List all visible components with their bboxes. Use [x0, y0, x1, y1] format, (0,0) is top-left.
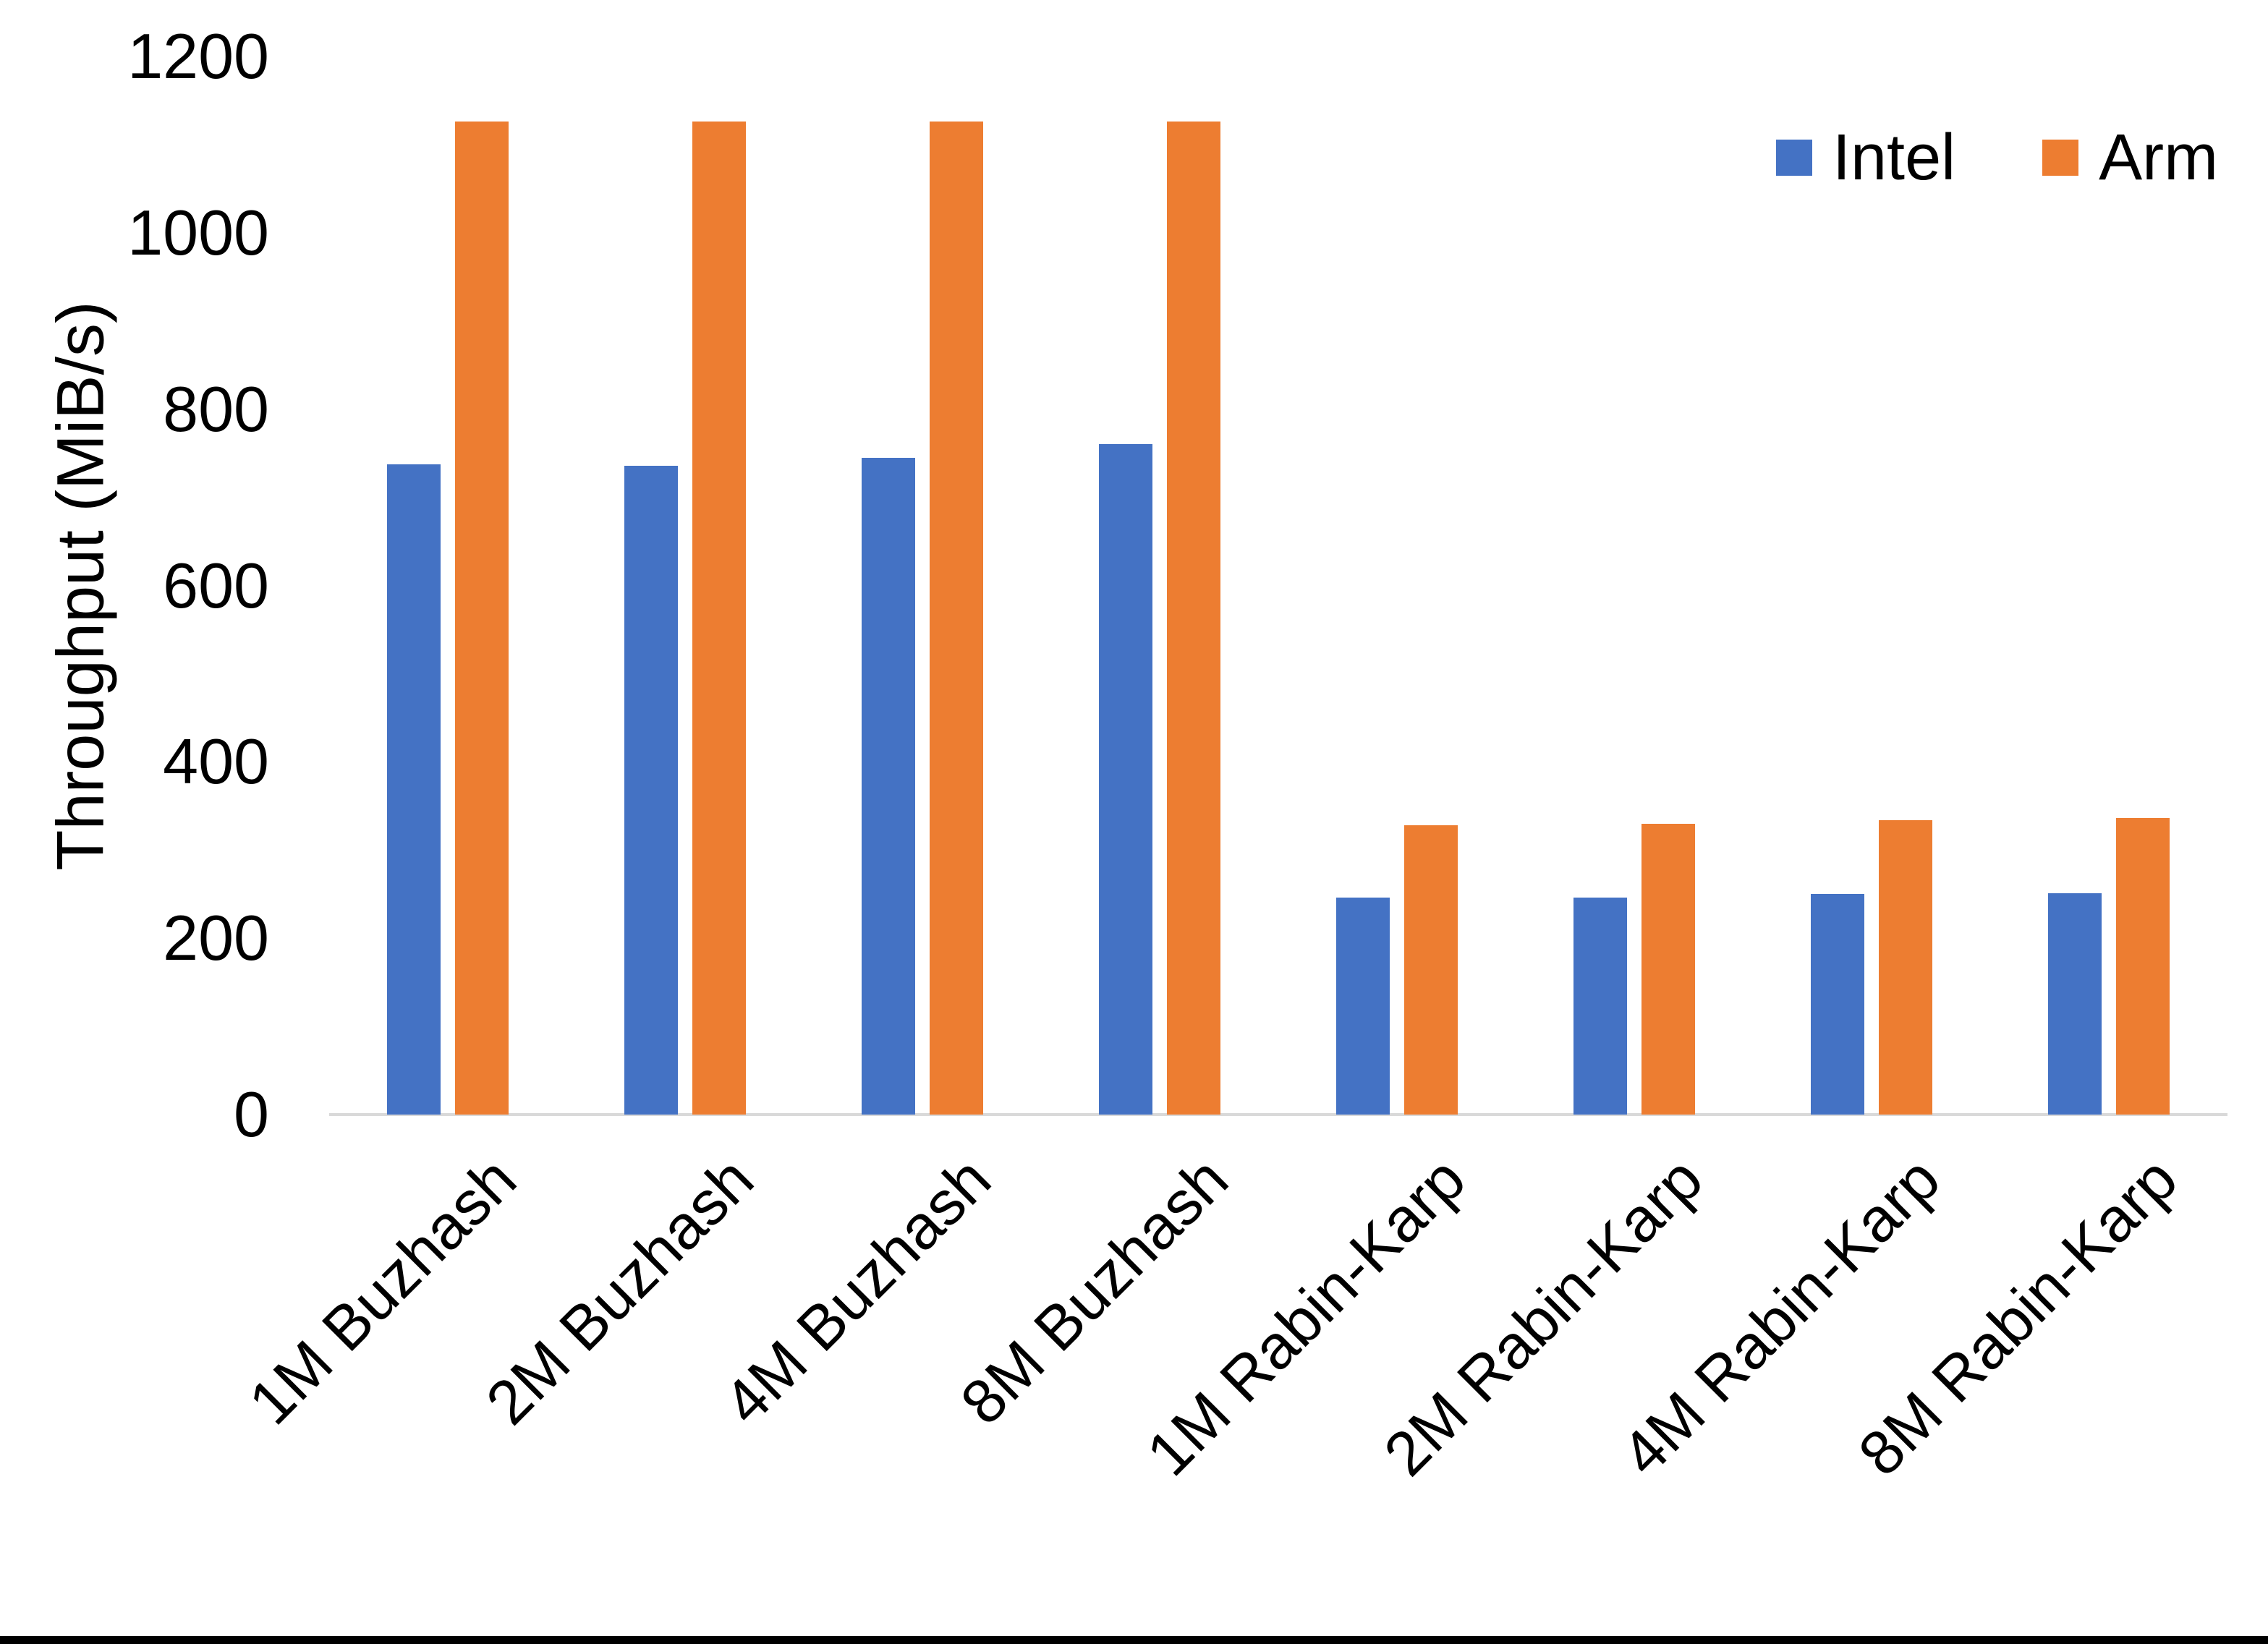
- legend-item-arm: Arm: [2042, 122, 2218, 194]
- bar-intel-6: [1811, 894, 1864, 1115]
- y-tick-label: 800: [163, 372, 269, 445]
- legend-label-arm: Arm: [2099, 122, 2219, 194]
- arm-series-swatch: [2042, 140, 2079, 176]
- bar-intel-3: [1099, 444, 1152, 1115]
- y-tick-label: 1200: [127, 20, 269, 92]
- legend-label-intel: Intel: [1832, 122, 1956, 194]
- bar-arm-0: [455, 122, 509, 1115]
- bar-intel-7: [2048, 893, 2102, 1115]
- legend-item-intel: Intel: [1776, 122, 1955, 194]
- bar-intel-4: [1336, 898, 1390, 1115]
- bottom-border: [0, 1636, 2268, 1644]
- bar-arm-2: [930, 122, 983, 1115]
- bar-intel-1: [624, 466, 678, 1115]
- intel-series-swatch: [1776, 140, 1812, 176]
- bar-arm-7: [2116, 818, 2170, 1115]
- y-tick-label: 200: [163, 902, 269, 974]
- bar-intel-2: [862, 458, 915, 1115]
- bar-intel-5: [1573, 898, 1627, 1115]
- bar-arm-1: [692, 122, 746, 1115]
- y-tick-label: 1000: [127, 196, 269, 268]
- legend: Intel Arm: [1776, 122, 2218, 194]
- y-tick-label: 600: [163, 549, 269, 621]
- y-tick-label: 400: [163, 725, 269, 798]
- bar-arm-6: [1879, 820, 1932, 1115]
- bar-arm-4: [1404, 825, 1458, 1115]
- plot-area: [329, 56, 2227, 1116]
- y-tick-label: 0: [234, 1078, 269, 1150]
- bar-arm-5: [1641, 824, 1695, 1115]
- bar-intel-0: [387, 464, 441, 1115]
- bar-arm-3: [1167, 122, 1220, 1115]
- x-axis-line: [329, 1113, 2227, 1116]
